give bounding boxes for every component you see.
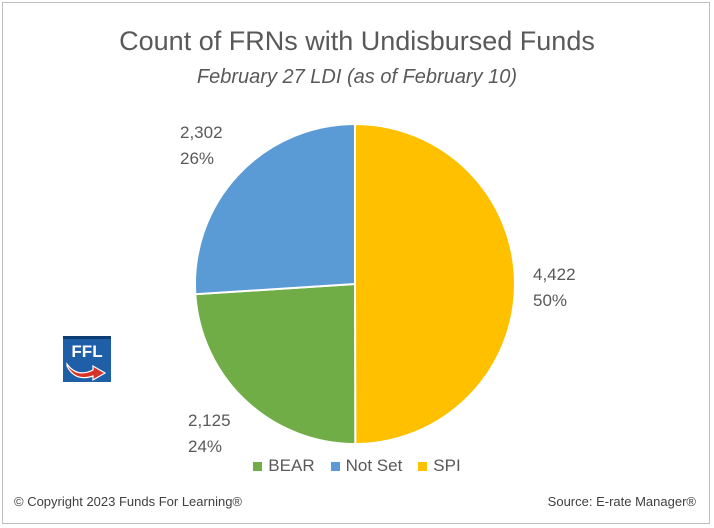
legend-item-spi: SPI [418, 456, 461, 476]
pie-slice-spi [354, 122, 517, 446]
footer-copyright: © Copyright 2023 Funds For Learning® [14, 494, 243, 509]
data-label-spi: 4,422 50% [533, 262, 576, 314]
legend-swatch-spi [418, 461, 428, 471]
footer-source: Source: E-rate Manager® [547, 494, 696, 509]
ffl-logo-text: FFL [71, 342, 102, 361]
data-label-spi-value: 4,422 [533, 265, 576, 284]
pie-slice-bear [194, 282, 357, 446]
legend-label-bear: BEAR [268, 456, 315, 475]
legend-label-not-set: Not Set [345, 456, 403, 475]
data-label-not-set: 2,302 26% [180, 120, 223, 172]
data-label-bear-value: 2,125 [188, 411, 231, 430]
legend-item-bear: BEAR [253, 456, 315, 476]
data-label-bear: 2,125 24% [188, 408, 231, 460]
legend-item-not-set: Not Set [330, 456, 403, 476]
chart-subtitle: February 27 LDI (as of February 10) [196, 66, 518, 88]
data-label-not-set-percent: 26% [180, 149, 215, 168]
ffl-logo-icon: FFL [63, 336, 111, 382]
legend-label-spi: SPI [433, 456, 461, 475]
legend-swatch-bear [253, 461, 263, 471]
chart-title: Count of FRNs with Undisbursed Funds [119, 26, 595, 56]
pie-slice-not-set [194, 122, 356, 296]
data-label-spi-percent: 50% [533, 291, 568, 310]
data-label-not-set-value: 2,302 [180, 123, 223, 142]
data-label-bear-percent: 24% [188, 437, 223, 456]
chart-legend: BEAR Not Set SPI [0, 456, 714, 476]
legend-swatch-not-set [330, 461, 340, 471]
